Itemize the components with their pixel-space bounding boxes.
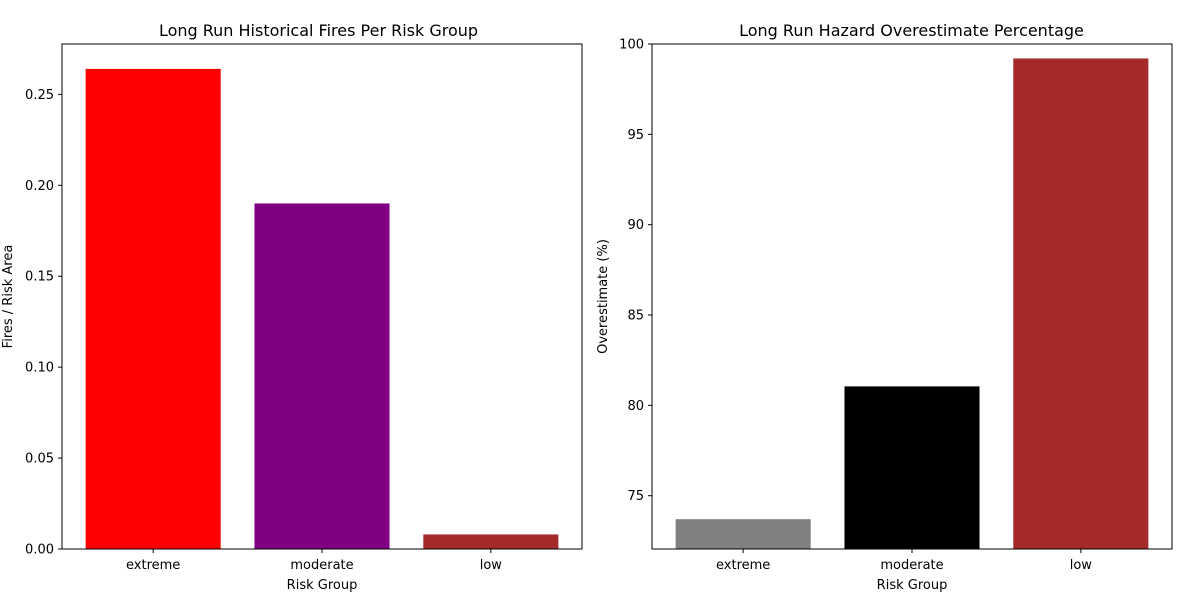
x-tick-label-moderate: moderate (880, 558, 943, 573)
y-tick-label: 0.05 (25, 452, 54, 467)
y-tick-label: 0.10 (25, 361, 54, 376)
bar-extreme (675, 519, 811, 549)
x-axis-ticks: extreme moderate low (126, 549, 502, 573)
y-axis-label: Overestimate (%) (596, 239, 611, 354)
bar-extreme (85, 68, 221, 549)
y-tick-label: 0.20 (25, 179, 54, 194)
y-tick-label: 95 (627, 128, 644, 143)
y-tick-label: 100 (619, 38, 644, 53)
y-axis-label: Fires / Risk Area (1, 245, 16, 349)
bar-low (423, 534, 559, 549)
y-tick-label: 0.25 (25, 88, 54, 103)
y-tick-label: 0.15 (25, 270, 54, 285)
x-tick-label-extreme: extreme (716, 558, 770, 573)
chart-title: Long Run Hazard Overestimate Percentage (739, 21, 1084, 40)
bar-low (1013, 58, 1149, 549)
bar-moderate (254, 203, 390, 550)
bar-moderate (844, 386, 980, 549)
x-axis-label: Risk Group (287, 578, 358, 593)
x-tick-label-low: low (480, 558, 503, 573)
bars (85, 68, 559, 550)
chart-title: Long Run Historical Fires Per Risk Group (159, 21, 478, 40)
y-axis-ticks: 0.00 0.05 0.10 0.15 0.20 0.25 (25, 88, 62, 558)
x-tick-label-low: low (1070, 558, 1093, 573)
y-tick-label: 75 (627, 489, 644, 504)
bars (675, 58, 1149, 549)
y-tick-label: 85 (627, 309, 644, 324)
fires-per-risk-group-chart: Long Run Historical Fires Per Risk Group… (1, 21, 583, 593)
y-tick-label: 80 (627, 399, 644, 414)
x-tick-label-extreme: extreme (126, 558, 180, 573)
hazard-overestimate-chart: Long Run Hazard Overestimate Percentage … (596, 21, 1173, 593)
x-tick-label-moderate: moderate (290, 558, 353, 573)
x-axis-ticks: extreme moderate low (716, 549, 1092, 573)
y-axis-ticks: 75 80 85 90 95 100 (619, 38, 652, 504)
y-tick-label: 90 (627, 218, 644, 233)
y-tick-label: 0.00 (25, 543, 54, 558)
x-axis-label: Risk Group (877, 578, 948, 593)
